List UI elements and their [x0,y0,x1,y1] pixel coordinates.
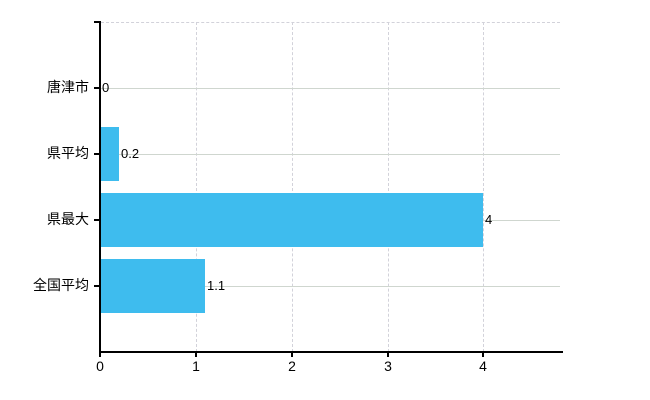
category-label: 全国平均 [33,277,89,293]
bar [100,193,483,247]
y-tick [94,21,100,23]
x-tick [387,353,389,357]
x-tick [482,353,484,357]
y-tick [94,285,100,287]
bar [100,127,119,181]
x-tick-label: 1 [192,358,200,374]
y-tick [94,219,100,221]
y-axis [99,21,101,353]
gridline-vertical [292,22,293,352]
x-tick-label: 4 [479,358,487,374]
category-label: 唐津市 [47,79,89,95]
gridline-vertical [483,22,484,352]
bar [100,259,205,313]
value-label: 0.2 [121,146,140,161]
value-label: 1.1 [207,278,226,293]
x-tick [99,353,101,357]
y-tick [94,87,100,89]
gridline-vertical [388,22,389,352]
category-label: 県最大 [47,211,89,227]
gridline-vertical [196,22,197,352]
gridline-horizontal [100,88,560,89]
x-axis [99,351,563,353]
category-label: 県平均 [47,145,89,161]
value-label: 0 [102,80,110,95]
gridline-horizontal [100,286,560,287]
x-tick [291,353,293,357]
plot-top-border [101,22,560,23]
x-tick-label: 0 [96,358,104,374]
x-tick-label: 3 [384,358,392,374]
gridline-horizontal [100,154,560,155]
x-tick-label: 2 [288,358,296,374]
value-label: 4 [485,212,493,227]
y-tick [94,153,100,155]
x-tick [195,353,197,357]
